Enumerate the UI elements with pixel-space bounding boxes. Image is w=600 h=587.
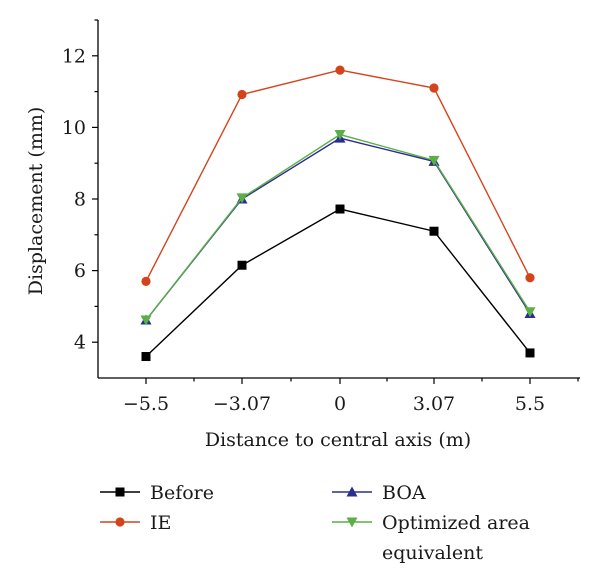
y-tick-label: 8 — [74, 189, 86, 211]
legend-label: Optimized area — [382, 512, 530, 534]
data-point-before — [429, 226, 439, 236]
legend-swatch-marker — [346, 517, 358, 528]
x-tick-label: 3.07 — [413, 393, 455, 415]
legend-item-ie: IE — [100, 512, 171, 534]
legend-item-before: Before — [100, 482, 214, 504]
legend-label: equivalent — [382, 542, 483, 564]
y-tick-label: 4 — [74, 332, 86, 354]
x-tick-label: 0 — [334, 393, 346, 415]
x-tick-label: −5.5 — [123, 393, 169, 415]
y-ticks: 4 6 8 10 12 — [62, 19, 98, 354]
data-point-optimized-area-equivalent — [334, 130, 346, 141]
series-before — [141, 204, 535, 362]
series-line-ie — [145, 69, 531, 282]
data-point-optimized-area-equivalent — [140, 315, 152, 326]
y-axis-title: Displacement (mm) — [25, 107, 47, 296]
legend-swatch-marker — [115, 517, 125, 527]
series-ie — [141, 65, 535, 286]
legend-label: IE — [150, 512, 171, 534]
data-point-ie — [141, 276, 151, 286]
data-point-before — [525, 348, 535, 358]
x-ticks: −5.5 −3.07 0 3.07 5.5 — [123, 378, 579, 415]
legend-label: BOA — [382, 482, 426, 504]
data-point-ie — [237, 89, 247, 100]
data-point-ie — [429, 83, 439, 93]
series-line-before — [145, 208, 531, 358]
data-point-before — [335, 204, 345, 214]
x-tick-label: 5.5 — [515, 393, 545, 415]
data-point-optimized-area-equivalent — [236, 193, 248, 204]
legend-item-optimized-area-equivalent: Optimized area equivalent — [332, 512, 530, 564]
data-point-optimized-area-equivalent — [428, 155, 440, 166]
series-boa — [140, 132, 536, 325]
y-tick-label: 6 — [74, 260, 86, 282]
legend-item-boa: BOA — [332, 482, 426, 504]
data-point-ie — [525, 273, 535, 283]
series-optimized-area-equivalent — [140, 130, 536, 326]
data-point-before — [237, 260, 247, 270]
legend-swatch-marker — [115, 487, 125, 497]
y-tick-label: 12 — [62, 45, 86, 67]
series-layer — [140, 65, 536, 362]
data-point-ie — [335, 65, 345, 75]
data-point-optimized-area-equivalent — [524, 307, 536, 318]
legend-label: Before — [150, 482, 214, 504]
data-point-before — [141, 352, 151, 362]
x-axis-title: Distance to central axis (m) — [205, 429, 471, 451]
legend: Before BOA IE Optimized area equivalent — [100, 482, 530, 564]
x-tick-label: −3.07 — [213, 393, 271, 415]
legend-swatch-marker — [346, 486, 358, 497]
y-tick-label: 10 — [62, 117, 86, 139]
